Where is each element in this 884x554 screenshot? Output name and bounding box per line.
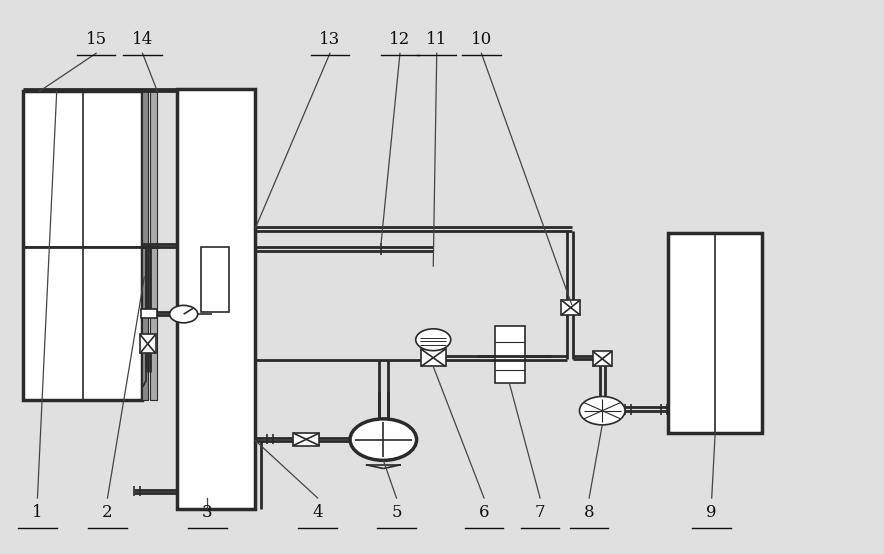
Bar	[150, 91, 156, 400]
Bar	[202, 247, 229, 312]
Bar	[494, 326, 525, 383]
Circle shape	[170, 305, 198, 323]
Bar	[24, 91, 141, 400]
Bar	[293, 433, 319, 445]
Text: 15: 15	[86, 31, 107, 48]
Bar	[177, 89, 255, 509]
Bar	[141, 91, 148, 400]
Text: 6: 6	[479, 504, 489, 521]
Bar	[561, 300, 581, 315]
Bar	[421, 349, 446, 367]
Bar	[668, 233, 763, 433]
Circle shape	[350, 419, 416, 460]
Text: 5: 5	[392, 504, 401, 521]
Text: 2: 2	[103, 504, 113, 521]
Text: 7: 7	[535, 504, 545, 521]
Text: 11: 11	[426, 31, 447, 48]
Circle shape	[415, 329, 451, 351]
Text: 10: 10	[471, 31, 492, 48]
Bar	[140, 334, 156, 353]
Text: 12: 12	[389, 31, 410, 48]
Text: 3: 3	[202, 504, 213, 521]
Bar	[592, 351, 612, 367]
Text: 4: 4	[312, 504, 323, 521]
Circle shape	[580, 397, 625, 425]
Text: 13: 13	[319, 31, 340, 48]
Text: 9: 9	[706, 504, 717, 521]
Text: 14: 14	[132, 31, 153, 48]
Bar	[141, 309, 156, 319]
Text: 8: 8	[583, 504, 594, 521]
Text: 1: 1	[32, 504, 42, 521]
